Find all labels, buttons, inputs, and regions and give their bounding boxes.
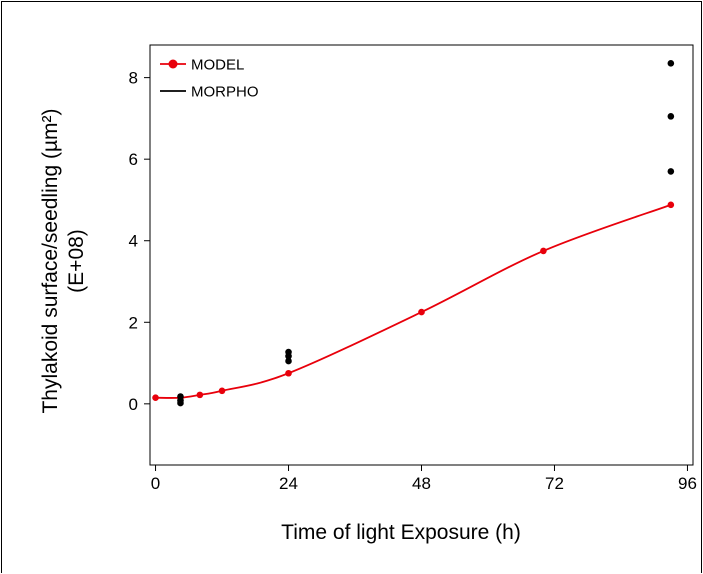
morpho-points xyxy=(177,60,675,407)
y-tick-label: 8 xyxy=(129,69,138,88)
legend-model-marker xyxy=(168,59,178,69)
y-axis-title-line2: (E+08) xyxy=(65,229,88,293)
model-point xyxy=(218,387,226,395)
model-point xyxy=(152,394,159,402)
morpho-point xyxy=(285,352,292,360)
y-tick-label: 6 xyxy=(129,150,138,169)
model-point xyxy=(418,308,425,316)
model-point xyxy=(285,369,292,377)
x-tick-label: 48 xyxy=(412,474,431,493)
morpho-point xyxy=(285,357,292,365)
morpho-point xyxy=(667,60,675,67)
y-axis: 0 2 4 6 8 xyxy=(129,69,150,414)
morpho-point xyxy=(177,399,184,407)
x-tick-label: 0 xyxy=(151,474,160,493)
y-tick-label: 2 xyxy=(129,313,138,332)
model-point xyxy=(196,391,204,399)
model-point xyxy=(667,201,675,209)
morpho-point xyxy=(667,168,675,175)
legend-morpho-label: MORPHO xyxy=(191,84,259,101)
x-axis: 0 24 48 72 96 xyxy=(151,465,697,493)
model-line xyxy=(155,203,672,399)
legend: MODEL MORPHO xyxy=(160,57,259,101)
x-tick-label: 24 xyxy=(279,474,298,493)
y-axis-title: Thylakoid surface/seedling (µm²) (E+08) xyxy=(39,108,88,413)
x-tick-label: 72 xyxy=(545,474,564,493)
y-tick-label: 4 xyxy=(129,232,138,251)
y-tick-label: 0 xyxy=(129,395,138,414)
morpho-point xyxy=(667,113,675,120)
model-point xyxy=(540,247,547,255)
plot-area xyxy=(149,44,694,466)
x-tick-label: 96 xyxy=(678,474,697,493)
x-axis-title: Time of light Exposure (h) xyxy=(281,521,521,544)
legend-model-label: MODEL xyxy=(191,57,244,74)
y-axis-title-line1: Thylakoid surface/seedling (µm²) xyxy=(39,108,62,413)
